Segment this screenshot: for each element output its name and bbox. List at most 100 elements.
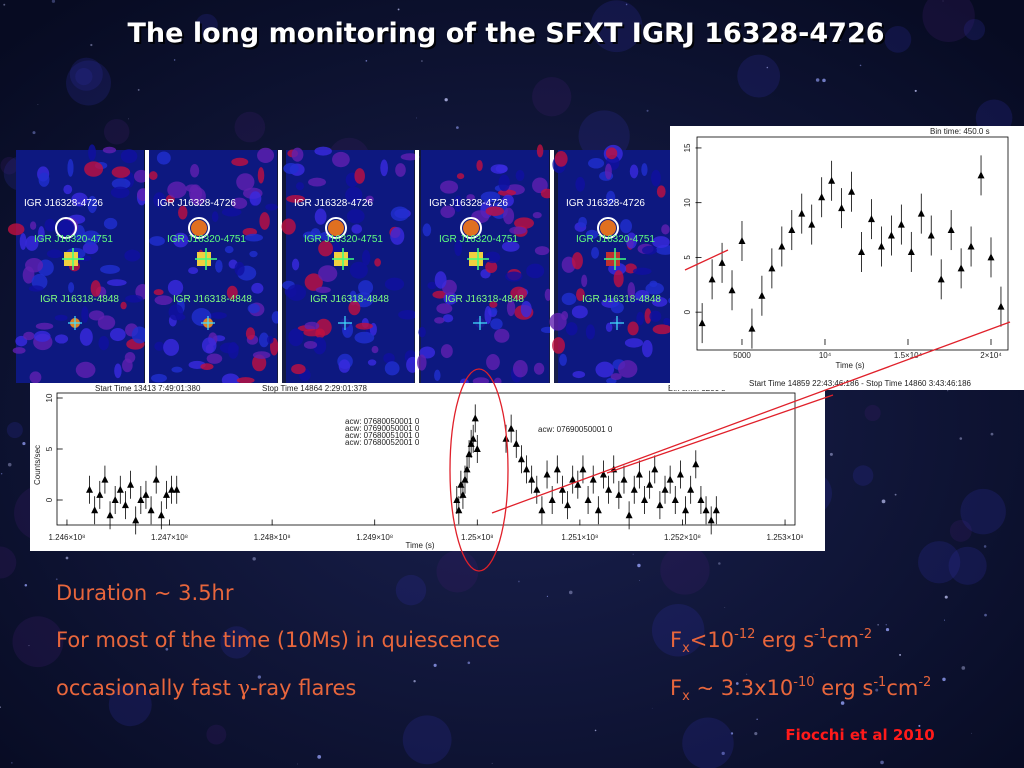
noise-blob	[133, 169, 149, 183]
star	[632, 553, 634, 555]
star	[942, 677, 946, 682]
noise-blob	[286, 194, 305, 203]
star	[708, 688, 711, 691]
noise-blob	[361, 249, 371, 266]
noise-blob	[490, 318, 503, 330]
noise-blob	[588, 158, 605, 169]
star	[944, 595, 948, 599]
star	[546, 595, 549, 597]
y-tick-label: 0	[45, 497, 54, 502]
source-circle	[460, 217, 482, 239]
noise-blob	[641, 163, 648, 177]
superscript: -2	[918, 675, 931, 690]
data-point	[574, 480, 582, 488]
star	[721, 751, 725, 756]
data-point	[838, 204, 846, 212]
noise-blob	[314, 208, 327, 225]
noise-blob	[480, 191, 501, 203]
star	[829, 452, 833, 456]
text-part: -ray flares	[250, 676, 356, 700]
noise-blob	[384, 361, 400, 376]
star	[894, 493, 897, 496]
noise-blob	[23, 331, 35, 341]
source-glow	[191, 220, 207, 236]
noise-blob	[515, 169, 525, 182]
noise-blob	[221, 207, 242, 217]
noise-blob	[351, 224, 363, 234]
star	[3, 3, 6, 6]
x-tick-label: 1.249×10⁸	[356, 533, 393, 542]
data-point	[116, 485, 124, 493]
noise-blob	[149, 236, 165, 246]
noise-blob	[35, 322, 54, 330]
noise-blob	[506, 299, 516, 317]
noise-blob	[304, 273, 323, 291]
star	[365, 59, 368, 62]
noise-blob	[489, 301, 498, 308]
panel-separator	[278, 150, 282, 383]
star	[918, 724, 921, 727]
data-point	[682, 506, 690, 514]
data-point	[967, 242, 975, 250]
nebula	[0, 156, 18, 175]
star	[724, 606, 726, 608]
noise-blob	[484, 306, 492, 324]
data-point	[697, 496, 705, 503]
star	[32, 131, 36, 135]
star	[875, 688, 879, 692]
noise-blob	[552, 337, 565, 354]
y-tick-label: 10	[45, 393, 54, 402]
noise-blob	[374, 258, 381, 267]
star	[165, 647, 169, 651]
data-point	[605, 485, 613, 493]
noise-blob	[384, 277, 405, 291]
data-point	[157, 511, 165, 519]
data-point	[778, 242, 786, 250]
superscript: -1	[873, 675, 886, 690]
noise-blob	[443, 292, 458, 305]
source-circle	[597, 217, 619, 239]
bullet-duration: Duration ~ 3.5hr	[56, 581, 234, 605]
data-point	[528, 475, 536, 483]
noise-blob	[236, 173, 255, 191]
noise-blob	[178, 205, 188, 220]
star	[90, 43, 93, 47]
noise-blob	[533, 362, 545, 375]
noise-blob	[652, 324, 672, 335]
noise-blob	[620, 219, 632, 234]
noise-blob	[514, 217, 534, 229]
noise-blob	[624, 338, 644, 348]
star	[257, 675, 262, 679]
data-point	[543, 470, 551, 478]
noise-blob	[265, 203, 278, 211]
data-point	[101, 475, 109, 483]
subscript: x	[682, 689, 690, 704]
superscript: -10	[793, 675, 814, 690]
star	[0, 706, 1, 708]
inset-background	[670, 126, 1024, 390]
noise-blob	[610, 373, 622, 381]
noise-blob	[308, 177, 327, 187]
star	[786, 732, 788, 733]
star	[947, 390, 949, 392]
plot-frame	[56, 392, 796, 526]
noise-blob	[226, 285, 238, 300]
source-glow	[328, 220, 344, 236]
data-point	[635, 470, 643, 478]
arrow-line	[684, 249, 729, 271]
y-tick-label: 15	[683, 143, 692, 152]
star	[55, 578, 58, 581]
crosshair	[604, 248, 626, 270]
noise-blob	[124, 249, 141, 262]
data-point	[957, 264, 965, 272]
data-point	[947, 226, 955, 234]
data-point	[712, 506, 720, 514]
noise-blob	[84, 161, 104, 177]
data-point	[641, 496, 649, 503]
x-tick-label: 1.252×10⁸	[664, 533, 701, 542]
noise-blob	[189, 187, 206, 206]
x-tick-label: 1.5×10⁴	[894, 351, 923, 360]
data-point	[469, 434, 477, 442]
noise-blob	[642, 339, 653, 358]
nebula	[402, 715, 452, 765]
